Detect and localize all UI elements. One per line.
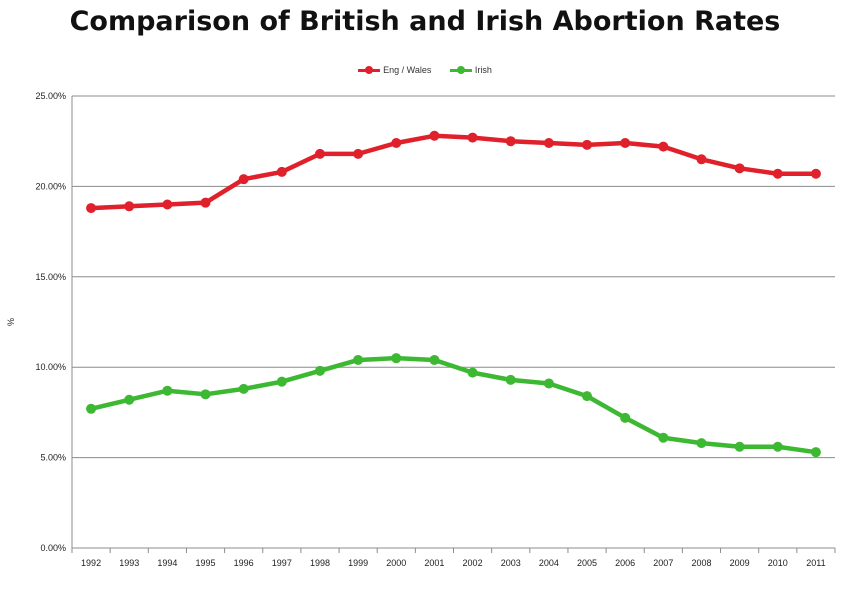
data-point-eng-wales [582, 139, 593, 150]
legend-item-irish: Irish [449, 64, 492, 75]
data-point-irish [696, 438, 707, 449]
x-tick-label: 1995 [196, 558, 216, 568]
x-tick-label: 1998 [310, 558, 330, 568]
x-tick-label: 2006 [615, 558, 635, 568]
data-point-irish [391, 353, 402, 364]
x-tick-label: 2005 [577, 558, 597, 568]
x-tick-label: 2004 [539, 558, 559, 568]
legend-label-eng-wales: Eng / Wales [383, 64, 432, 75]
data-point-eng-wales [353, 148, 364, 159]
data-point-irish [543, 378, 554, 389]
data-point-eng-wales [696, 154, 707, 165]
data-point-irish [734, 441, 745, 452]
data-point-irish [467, 367, 478, 378]
data-point-irish [314, 365, 325, 376]
data-point-eng-wales [505, 136, 516, 147]
x-tick-label: 2001 [424, 558, 444, 568]
legend-label-irish: Irish [474, 64, 492, 75]
data-point-irish [200, 389, 211, 400]
data-point-eng-wales [543, 138, 554, 149]
x-tick-label: 2000 [386, 558, 406, 568]
data-point-eng-wales [276, 166, 287, 177]
data-point-irish [620, 412, 631, 423]
x-tick-label: 1993 [119, 558, 139, 568]
data-point-irish [353, 354, 364, 365]
data-point-eng-wales [658, 141, 669, 152]
data-point-eng-wales [620, 138, 631, 149]
series-line-eng-wales [88, 133, 819, 211]
x-tick-label: 2010 [768, 558, 788, 568]
data-point-eng-wales [429, 130, 440, 141]
chart-title: Comparison of British and Irish Abortion… [69, 6, 781, 37]
y-tick-label: 25.00% [35, 91, 66, 101]
data-point-irish [86, 403, 97, 414]
data-point-eng-wales [162, 199, 173, 210]
legend: Eng / Wales Irish [0, 64, 850, 75]
x-tick-label: 1992 [81, 558, 101, 568]
x-tick-label: 1997 [272, 558, 292, 568]
data-point-irish [124, 394, 135, 405]
legend-swatch-eng-wales [358, 66, 381, 75]
y-tick-labels: 0.00% 5.00% 10.00% 15.00% 20.00% 25.00% [35, 91, 66, 553]
data-point-irish [162, 385, 173, 396]
x-tick-label: 2008 [691, 558, 711, 568]
x-tick-label: 2007 [653, 558, 673, 568]
series-irish [86, 353, 821, 458]
data-point-eng-wales [734, 163, 745, 174]
x-tick-labels: 1992 1993 1994 1995 1996 1997 1998 1999 2000 2001… [81, 558, 826, 568]
gridlines [72, 95, 835, 459]
data-point-irish [810, 447, 821, 458]
data-point-irish [276, 376, 287, 387]
data-point-irish [429, 354, 440, 365]
data-point-irish [238, 383, 249, 394]
legend-item-eng-wales: Eng / Wales [358, 65, 431, 75]
y-tick-label: 0.00% [40, 543, 66, 553]
data-point-eng-wales [86, 203, 97, 214]
x-tick-label: 1994 [157, 558, 177, 568]
data-point-eng-wales [391, 138, 402, 149]
y-axis-label: % [6, 318, 16, 326]
data-point-eng-wales [124, 201, 135, 212]
series-eng-wales [86, 130, 821, 214]
x-tick-label: 2002 [463, 558, 483, 568]
data-point-eng-wales [314, 148, 325, 159]
legend-swatch-irish [449, 66, 472, 75]
y-tick-label: 5.00% [40, 453, 66, 463]
data-point-eng-wales [238, 174, 249, 185]
x-tick-label: 2011 [806, 558, 825, 568]
data-point-irish [658, 432, 669, 443]
x-tick-label: 2003 [501, 558, 521, 568]
x-tick-label: 1996 [234, 558, 254, 568]
data-point-irish [582, 391, 593, 402]
x-tick-label: 1999 [348, 558, 368, 568]
data-point-eng-wales [772, 168, 783, 179]
series-line-irish [88, 355, 819, 455]
x-tick-label: 2009 [730, 558, 750, 568]
data-point-irish [772, 441, 783, 452]
data-point-eng-wales [200, 197, 211, 208]
data-point-eng-wales [467, 132, 478, 143]
data-point-eng-wales [810, 168, 821, 179]
series-group [86, 130, 821, 458]
axes [71, 96, 836, 553]
y-tick-label: 15.00% [35, 272, 66, 282]
data-point-irish [505, 374, 516, 385]
y-tick-label: 20.00% [35, 181, 66, 191]
y-tick-label: 10.00% [35, 362, 66, 372]
